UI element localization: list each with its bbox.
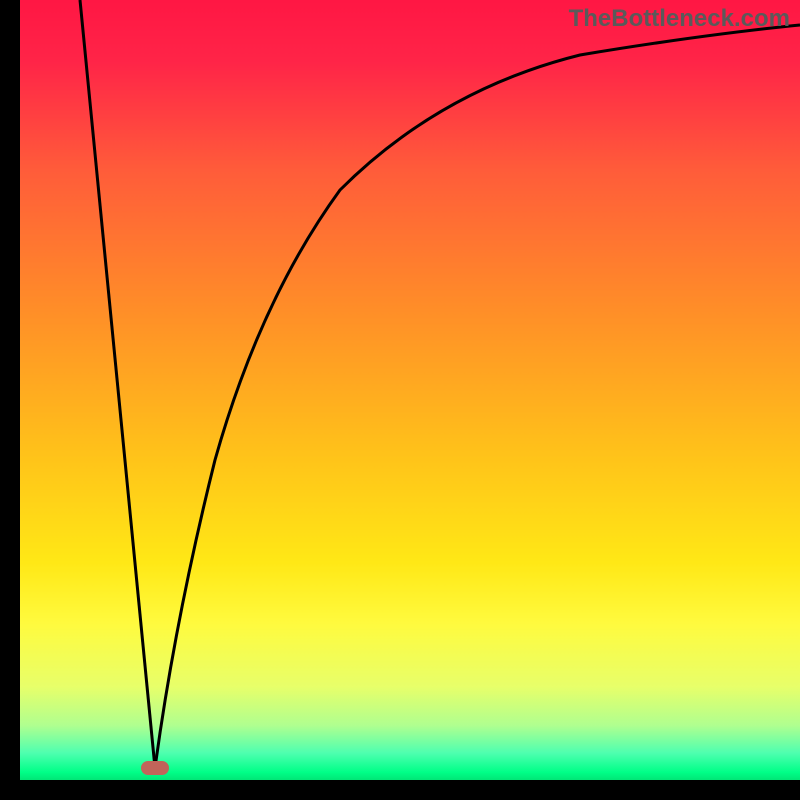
curve-left-branch [80, 0, 155, 768]
curve-right-branch [155, 25, 800, 768]
watermark-text: TheBottleneck.com [569, 5, 790, 33]
plot-area [20, 0, 800, 780]
curve-overlay [20, 0, 800, 780]
dip-marker [141, 761, 169, 775]
